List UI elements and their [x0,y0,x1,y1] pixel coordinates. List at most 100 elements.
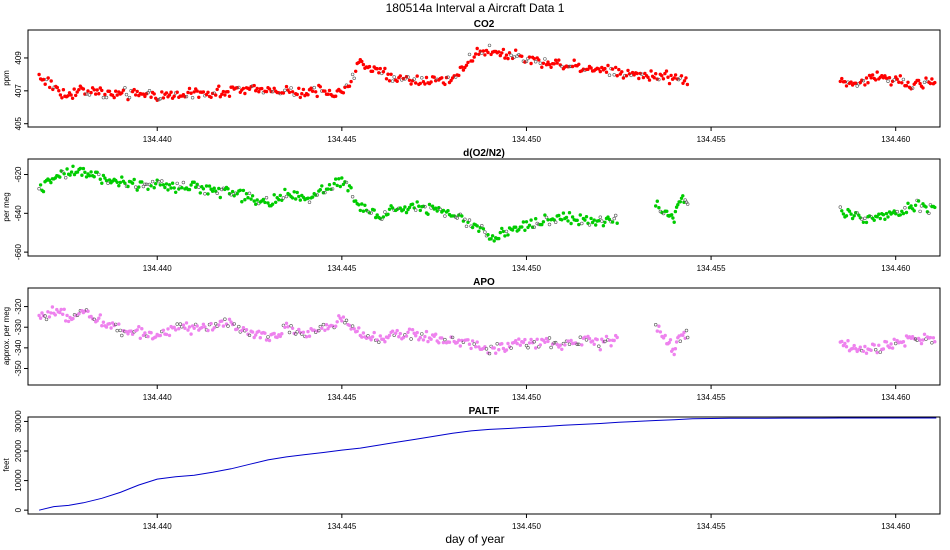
apo-point [538,343,542,347]
co2-point [481,49,486,53]
co2-point [323,89,327,93]
co2-point [461,68,466,72]
o2n2-point [567,211,572,215]
apo-point [324,323,329,327]
co2-point [643,71,647,76]
apo-point [44,317,49,322]
o2n2-point [489,237,493,241]
co2-point [421,79,426,84]
apo-point [877,343,881,347]
apo-point [506,341,510,346]
co2-point [220,92,224,97]
co2-point [75,90,79,94]
apo-point [547,336,552,340]
apo-y-tick-label: -330 [14,319,23,336]
apo-point [844,345,849,349]
co2-point [192,90,196,94]
apo-point [884,340,889,344]
apo-point [166,327,170,331]
co2-point [864,76,869,80]
apo-point [469,346,473,351]
o2n2-point [315,193,319,197]
apo-point [258,336,262,340]
o2n2-point [354,199,358,203]
co2-point [474,52,478,56]
co2-point [86,89,90,93]
co2-point [577,62,581,67]
o2n2-point [506,233,510,237]
co2-point [869,76,873,80]
apo-point [467,342,472,346]
o2n2-point [598,215,602,219]
o2n2-point [164,182,169,186]
o2n2-point [363,203,367,208]
apo-point [284,321,289,325]
co2-point [685,82,690,87]
o2n2-point [398,206,402,210]
apo-point [86,309,90,313]
apo-point [350,324,355,328]
apo-point [289,324,293,328]
co2-point [617,67,621,72]
co2-x-tick-label: 134.460 [881,135,910,144]
o2n2-point [678,200,682,204]
co2-point [507,51,512,55]
o2n2-point [434,206,438,210]
paltf-x-tick-label: 134.450 [512,522,541,531]
o2n2-point [592,218,596,222]
apo-point [928,335,933,340]
apo-point [668,338,673,342]
o2n2-point [475,224,479,228]
co2-point [487,43,492,48]
o2n2-point [438,207,442,212]
co2-point [620,70,624,74]
o2n2-point [283,187,287,192]
o2n2-point [330,187,335,191]
apo-point [317,328,321,333]
apo-point [441,340,446,345]
co2-point [586,67,590,72]
o2n2-point [218,195,223,200]
co2-point [889,83,893,87]
co2-point [504,53,509,57]
o2n2-point [154,182,158,186]
apo-point [335,320,339,324]
co2-point [350,72,355,77]
o2n2-point [443,214,447,218]
apo-point [887,345,892,350]
o2n2-point [62,172,66,176]
apo-point [440,336,444,340]
o2n2-point [68,173,72,177]
apo-point [141,333,146,338]
co2-point [467,52,472,57]
co2-point [306,93,310,97]
apo-point [71,316,75,321]
apo-point [429,337,433,341]
o2n2-point [238,188,243,193]
apo-point [414,334,418,338]
co2-point [120,91,124,95]
co2-point [69,93,73,97]
o2n2-point [615,221,619,225]
o2n2-point [903,206,907,210]
panel-apo-marks [37,305,937,357]
co2-point [618,72,622,76]
apo-point [254,333,258,337]
panel-apo-title: APO [473,277,495,288]
paltf-y-tick-label: 30000 [14,410,23,433]
co2-point [597,67,601,71]
co2-point [87,93,92,97]
apo-point [201,322,206,326]
o2n2-point [600,219,604,223]
co2-point [861,78,866,83]
apo-point [903,344,907,348]
apo-point [412,331,416,335]
co2-point [503,56,507,60]
co2-point [97,91,101,96]
o2n2-point [146,187,150,192]
apo-point [421,338,426,342]
co2-point [367,64,372,69]
co2-point [641,75,646,80]
co2-point [314,90,318,94]
apo-point [266,335,270,339]
